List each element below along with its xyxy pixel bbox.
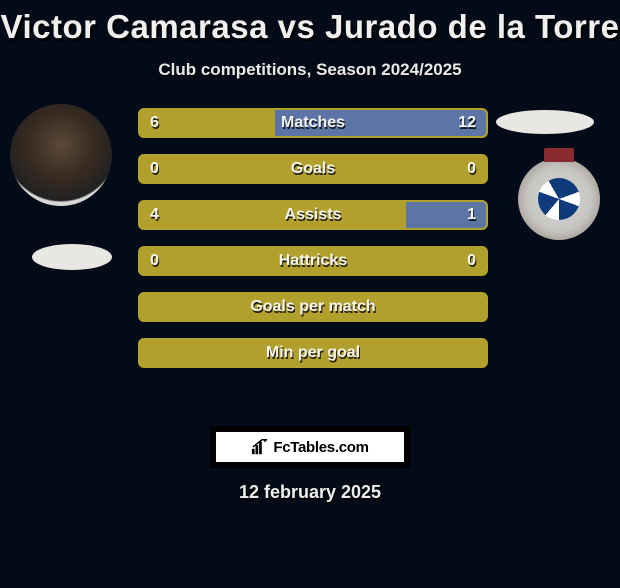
- page-title: Victor Camarasa vs Jurado de la Torre: [0, 8, 620, 46]
- stat-value-right: 1: [467, 206, 476, 224]
- brand-badge: FcTables.com: [210, 426, 410, 468]
- badge-flag-icon: [538, 178, 580, 220]
- stat-label: Goals: [291, 160, 335, 178]
- stat-bar: Hattricks 0 0: [138, 246, 488, 276]
- stat-label: Hattricks: [279, 252, 347, 270]
- page-subtitle: Club competitions, Season 2024/2025: [0, 60, 620, 80]
- stat-label: Min per goal: [266, 344, 360, 362]
- stat-bars-container: Matches612Goals00Assists41Hattricks00Goa…: [138, 108, 488, 368]
- brand-text: FcTables.com: [273, 439, 368, 456]
- stat-label: Matches: [281, 114, 345, 132]
- stat-fill-left: [140, 110, 275, 136]
- stat-label: Goals per match: [250, 298, 375, 316]
- player-left-club-placeholder: [32, 244, 112, 270]
- stat-value-right: 0: [467, 160, 476, 178]
- stat-bar: Goals per match: [138, 292, 488, 322]
- stat-value-left: 0: [150, 160, 159, 178]
- stat-fill-left: [140, 202, 406, 228]
- stat-bar: Assists 4 1: [138, 200, 488, 230]
- stat-bar: Matches 6 12: [138, 108, 488, 138]
- brand-logo-icon: [251, 438, 269, 456]
- stat-value-left: 4: [150, 206, 159, 224]
- snapshot-date: 12 february 2025: [0, 482, 620, 503]
- player-right-club-badge: [518, 158, 600, 240]
- badge-crown-icon: [544, 148, 574, 162]
- player-right-avatar-placeholder: [496, 110, 594, 134]
- stat-bar: Goals 0 0: [138, 154, 488, 184]
- stat-bar: Min per goal: [138, 338, 488, 368]
- stat-value-right: 0: [467, 252, 476, 270]
- stat-value-left: 6: [150, 114, 159, 132]
- stat-value-right: 12: [458, 114, 476, 132]
- stat-label: Assists: [285, 206, 342, 224]
- player-left-avatar: [10, 104, 112, 206]
- stat-value-left: 0: [150, 252, 159, 270]
- comparison-panel: Matches612Goals00Assists41Hattricks00Goa…: [0, 104, 620, 404]
